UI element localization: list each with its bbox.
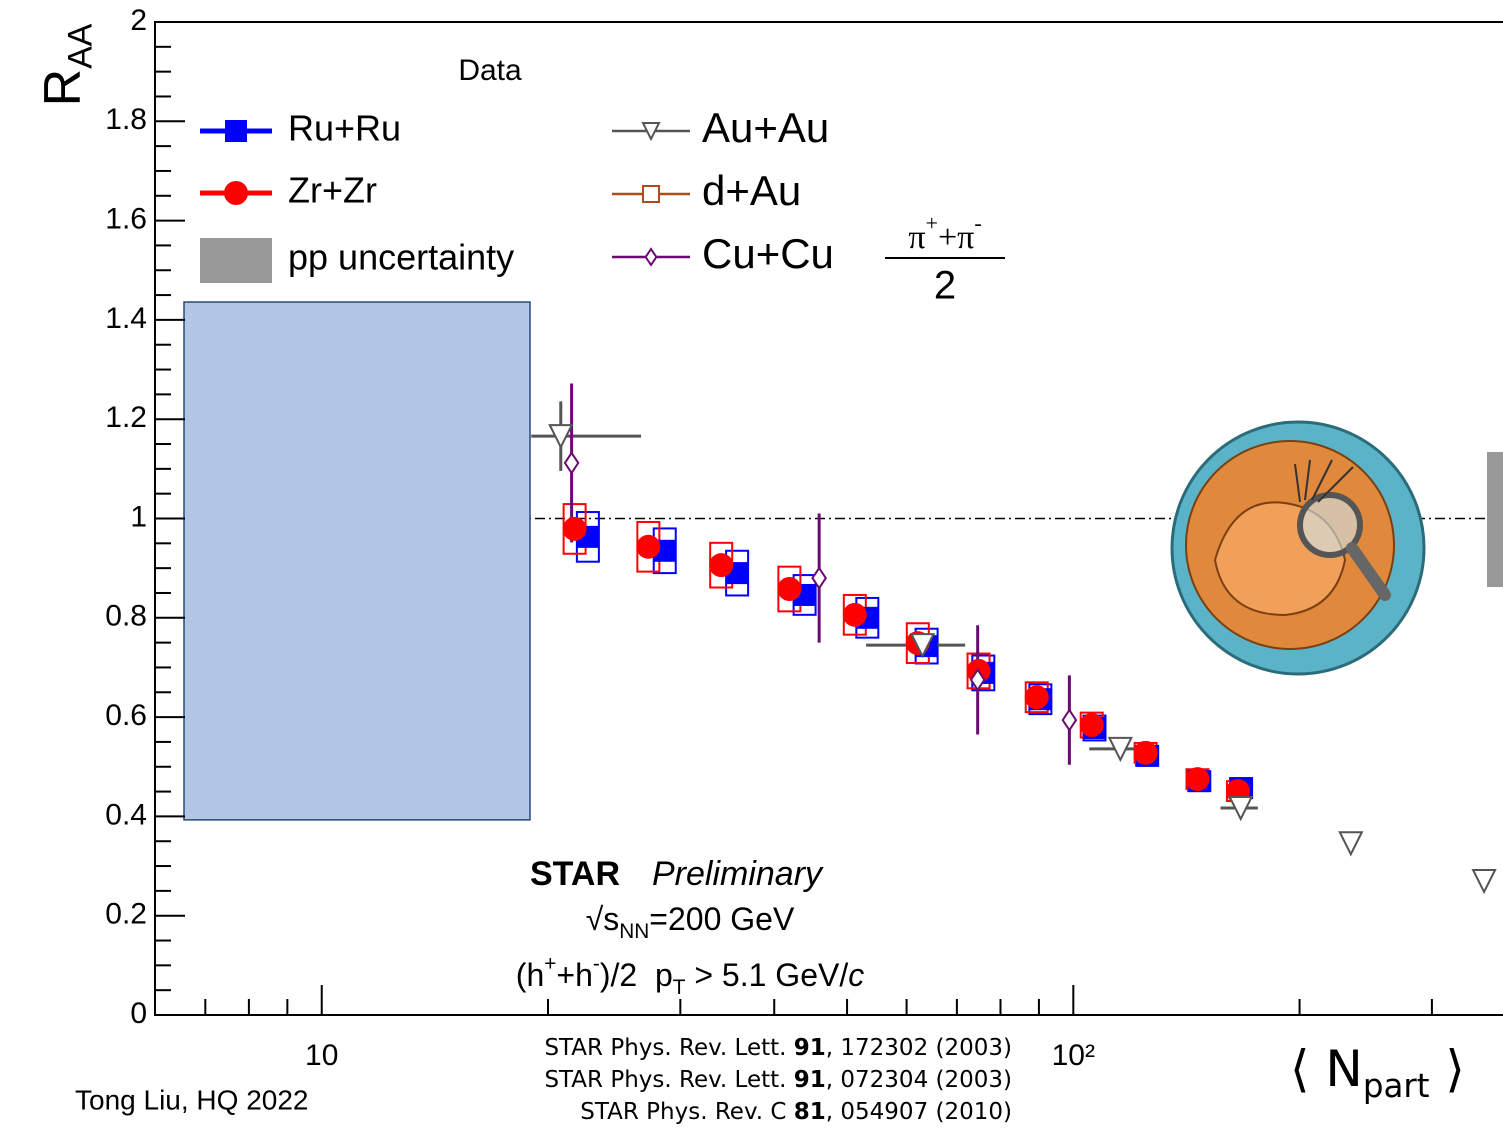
text-run: + xyxy=(926,211,938,236)
text-run: π xyxy=(908,219,925,256)
data-point xyxy=(709,553,733,577)
text-run: - xyxy=(593,952,600,975)
data-point xyxy=(1186,767,1210,791)
text-run: (h xyxy=(516,957,544,993)
legend-label: pp uncertainty xyxy=(288,237,514,278)
text-run: 91 xyxy=(794,1035,826,1061)
reference: STAR Phys. Rev. Lett. 91, 072304 (2003) xyxy=(544,1067,1012,1093)
text-run: NN xyxy=(619,920,649,943)
star-label: STAR xyxy=(530,855,620,893)
x-tick-label: 10 xyxy=(305,1039,338,1072)
legend-marker xyxy=(643,186,659,202)
energy-label: √sNN=200 GeV xyxy=(586,901,795,942)
illustration xyxy=(1172,422,1424,674)
page: {"chart_data": { "type": "scatter", "xlo… xyxy=(0,0,1503,1129)
text-run: part xyxy=(1363,1067,1430,1105)
data-point xyxy=(1063,710,1076,730)
y-axis-label: RAA xyxy=(34,23,100,106)
text-run: , 054907 (2010) xyxy=(826,1099,1012,1125)
text-run: ⟨ N xyxy=(1290,1040,1363,1098)
legend-label: Au+Au xyxy=(702,104,829,151)
data-point xyxy=(1340,832,1362,854)
chart: 0 0.2 0.4 0.6 0.8 1 1.2 1.4 1.6 1.8 2 10 10² RAA ⟨ Npa… xyxy=(0,0,1503,1129)
text-run: =200 GeV xyxy=(649,901,795,937)
y-tick-label: 1.2 xyxy=(105,401,147,434)
legend-label: Zr+Zr xyxy=(288,170,377,211)
legend-swatch xyxy=(200,238,272,283)
text-run: STAR Phys. Rev. Lett. xyxy=(544,1067,793,1093)
legend-marker xyxy=(646,249,657,265)
pion-denominator: 2 xyxy=(934,264,956,308)
y-tick-label: 1 xyxy=(130,500,147,533)
y-tick-label: 0 xyxy=(130,997,147,1030)
y-tick-label: 0.2 xyxy=(105,898,147,931)
y-tick-label: 1.4 xyxy=(105,302,147,335)
data-point xyxy=(1080,713,1104,737)
text-run: STAR Phys. Rev. Lett. xyxy=(544,1035,793,1061)
credit: Tong Liu, HQ 2022 xyxy=(75,1084,309,1115)
text-run: c xyxy=(848,957,864,993)
legend-label: d+Au xyxy=(702,167,801,214)
data-point xyxy=(1134,741,1158,765)
legend-marker xyxy=(225,120,247,142)
text-run: +π xyxy=(938,219,974,256)
text-run: AA xyxy=(62,23,100,69)
x-axis-label: ⟨ Npart ⟩ xyxy=(1290,1040,1465,1106)
pion-numerator: π++π- xyxy=(908,211,981,256)
text-run: - xyxy=(974,211,981,236)
text-run: STAR Phys. Rev. C xyxy=(580,1099,793,1125)
text-run: > 5.1 GeV/ xyxy=(685,957,848,993)
legend-label: Ru+Ru xyxy=(288,108,401,149)
y-tick-label: 0.8 xyxy=(105,600,147,633)
text-run: 81 xyxy=(794,1099,826,1125)
preliminary-label: Preliminary xyxy=(652,855,824,893)
text-run: 91 xyxy=(794,1067,826,1093)
text-run: , 172302 (2003) xyxy=(826,1035,1012,1061)
data-point xyxy=(1025,685,1049,709)
pp-uncertainty-box xyxy=(1487,452,1503,587)
text-run: T xyxy=(673,976,686,999)
text-run: + xyxy=(544,952,556,975)
legend-marker xyxy=(224,181,248,205)
data-point xyxy=(565,453,578,473)
data-point xyxy=(1473,870,1495,892)
data-point xyxy=(843,603,867,627)
legend-label: Cu+Cu xyxy=(702,230,834,277)
y-tick-label: 0.6 xyxy=(105,699,147,732)
x-tick-label: 10² xyxy=(1052,1039,1095,1072)
reference: STAR Phys. Rev. Lett. 91, 172302 (2003) xyxy=(544,1035,1012,1061)
legend-title: Data xyxy=(458,54,522,87)
ion-uncertainty-box xyxy=(184,302,530,820)
data-point xyxy=(563,517,587,541)
y-tick-label: 2 xyxy=(130,4,147,37)
y-tick-label: 1.6 xyxy=(105,203,147,236)
text-run: √s xyxy=(586,901,620,937)
text-run: R xyxy=(34,69,92,107)
data-point xyxy=(777,577,801,601)
text-run: ⟩ xyxy=(1429,1040,1464,1098)
text-run: , 072304 (2003) xyxy=(826,1067,1012,1093)
selection-label: (h++h-)/2 pT > 5.1 GeV/c xyxy=(516,952,864,999)
data-point xyxy=(636,535,660,559)
y-tick-label: 0.4 xyxy=(105,798,147,831)
reference: STAR Phys. Rev. C 81, 054907 (2010) xyxy=(580,1099,1012,1125)
text-run: )/2 p xyxy=(600,957,673,993)
text-run: +h xyxy=(556,957,592,993)
y-tick-label: 1.8 xyxy=(105,103,147,136)
